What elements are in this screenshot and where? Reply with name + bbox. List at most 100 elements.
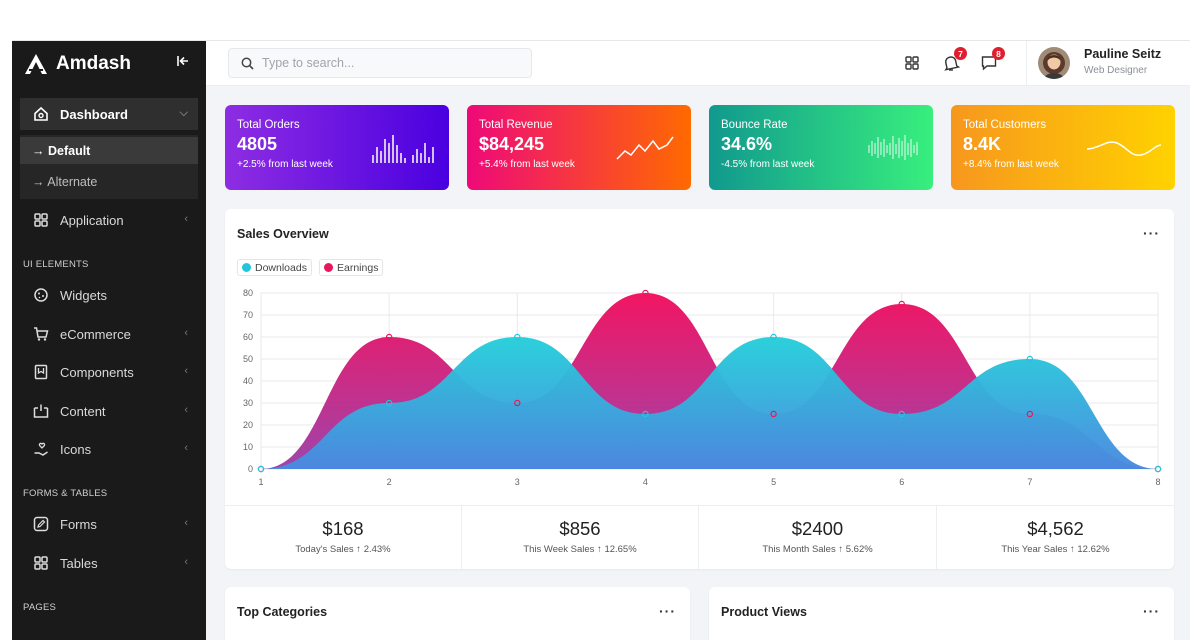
summary-today: $168 Today's Sales ↑ 2.43% — [225, 506, 462, 570]
inbox-icon — [32, 402, 50, 420]
summary-value: $4,562 — [1027, 518, 1084, 539]
search-box — [228, 48, 532, 78]
data-point-downloads[interactable] — [385, 399, 393, 407]
sidebar-item-label: Forms — [60, 516, 97, 532]
sidebar-item-tables[interactable]: Tables ‹ — [20, 547, 198, 579]
x-tick-label: 2 — [387, 477, 392, 487]
summary-value: $856 — [559, 518, 601, 539]
sidebar-item-label: Widgets — [60, 287, 107, 303]
stat-change: +8.4% from last week — [963, 159, 1059, 170]
sidebar-item-ecommerce[interactable]: eCommerce ‹ — [20, 318, 198, 350]
legend-label: Earnings — [337, 261, 379, 274]
summary-label: This Week Sales ↑ 12.65% — [523, 544, 637, 555]
stat-change: -4.5% from last week — [721, 159, 815, 170]
sidebar-item-application[interactable]: Application ‹ — [20, 204, 198, 236]
sidebar: Amdash Dashboard ⌵ → Default → Alternate… — [12, 41, 206, 640]
more-options-icon[interactable]: ··· — [1143, 225, 1160, 241]
data-point-earnings[interactable] — [1026, 410, 1034, 418]
more-options-icon[interactable]: ··· — [1143, 603, 1160, 619]
y-tick-label: 40 — [243, 376, 253, 386]
data-point-downloads[interactable] — [514, 333, 521, 341]
stat-value: 34.6% — [721, 134, 773, 154]
section-ui-elements: UI ELEMENTS — [23, 259, 89, 270]
data-point-downloads[interactable] — [257, 465, 265, 473]
x-tick-label: 5 — [771, 477, 776, 487]
summary-value: $2400 — [791, 518, 844, 539]
data-point-downloads[interactable] — [770, 333, 777, 341]
grid-icon — [32, 554, 50, 572]
stat-change: +5.4% from last week — [479, 159, 575, 170]
stat-card-total-revenue[interactable]: Total Revenue $84,245 +5.4% from last we… — [467, 105, 691, 190]
data-point-downloads[interactable] — [1026, 355, 1034, 363]
hand-heart-icon — [32, 440, 50, 458]
user-name[interactable]: Pauline Seitz — [1084, 47, 1162, 61]
collapse-left-icon[interactable] — [176, 54, 190, 71]
sidebar-item-dashboard[interactable]: Dashboard ⌵ — [20, 98, 198, 130]
data-point-earnings[interactable] — [385, 333, 393, 341]
data-point-downloads[interactable] — [898, 410, 905, 418]
legend-dot — [242, 263, 251, 272]
home-icon — [32, 105, 50, 123]
data-point-earnings[interactable] — [514, 399, 521, 407]
section-forms-tables: FORMS & TABLES — [23, 488, 108, 499]
sidebar-item-label: Tables — [60, 555, 98, 571]
notifications-bell-icon[interactable]: 7 — [941, 47, 967, 73]
brand[interactable]: Amdash — [24, 51, 131, 77]
sidebar-item-icons[interactable]: Icons ‹ — [20, 433, 198, 465]
x-tick-label: 8 — [1155, 477, 1160, 487]
y-tick-label: 50 — [243, 354, 253, 364]
sidebar-item-forms[interactable]: Forms ‹ — [20, 508, 198, 540]
sidebar-item-label: Application — [60, 212, 124, 228]
series-area-downloads — [261, 337, 1158, 469]
x-tick-label: 7 — [1027, 477, 1032, 487]
divider — [1026, 41, 1027, 86]
x-tick-label: 1 — [258, 477, 263, 487]
search-icon — [241, 57, 254, 70]
stat-change: +2.5% from last week — [237, 159, 333, 170]
avatar[interactable] — [1038, 47, 1070, 79]
stat-card-total-orders[interactable]: Total Orders 4805 +2.5% from last week — [225, 105, 449, 190]
data-point-earnings[interactable] — [898, 300, 905, 308]
sidebar-item-label: Components — [60, 364, 134, 380]
edit-icon — [32, 515, 50, 533]
summary-week: $856 This Week Sales ↑ 12.65% — [462, 506, 699, 570]
chevron-left-icon: ‹ — [184, 404, 188, 416]
y-tick-label: 10 — [243, 442, 253, 452]
y-tick-label: 20 — [243, 420, 253, 430]
sales-overview-card: Sales Overview ··· Downloads Earnings — [225, 209, 1174, 570]
sidebar-item-widgets[interactable]: Widgets — [20, 279, 198, 311]
x-tick-label: 3 — [515, 477, 520, 487]
data-point-earnings[interactable] — [642, 289, 649, 297]
data-point-downloads[interactable] — [1154, 465, 1162, 473]
sidebar-subitem-alternate[interactable]: → Alternate — [32, 174, 98, 189]
data-point-downloads[interactable] — [642, 410, 649, 418]
messages-chat-icon[interactable]: 8 — [979, 47, 1005, 73]
sidebar-item-label: eCommerce — [60, 326, 131, 342]
stat-card-total-customers[interactable]: Total Customers 8.4K +8.4% from last wee… — [951, 105, 1175, 190]
sidebar-item-components[interactable]: Components ‹ — [20, 356, 198, 388]
stat-label: Bounce Rate — [721, 119, 788, 131]
notifications-badge: 7 — [954, 47, 967, 60]
apps-grid-icon[interactable] — [902, 53, 922, 73]
chevron-left-icon: ‹ — [184, 517, 188, 529]
summary-label: Today's Sales ↑ 2.43% — [295, 544, 391, 555]
stat-value: $84,245 — [479, 134, 545, 154]
cart-icon — [32, 325, 50, 343]
data-point-earnings[interactable] — [770, 410, 777, 418]
legend-earnings[interactable]: Earnings — [319, 259, 384, 276]
sidebar-item-label: Content — [60, 403, 106, 419]
sidebar-subitem-default[interactable]: → Default — [20, 137, 198, 164]
more-options-icon[interactable]: ··· — [659, 603, 676, 619]
y-tick-label: 70 — [243, 310, 253, 320]
stat-card-bounce-rate[interactable]: Bounce Rate 34.6% -4.5% from last week — [709, 105, 933, 190]
legend-downloads[interactable]: Downloads — [237, 259, 312, 276]
user-role: Web Designer — [1084, 65, 1148, 76]
y-tick-label: 30 — [243, 398, 253, 408]
card-title: Top Categories — [237, 605, 328, 619]
sidebar-item-content[interactable]: Content ‹ — [20, 395, 198, 427]
messages-badge: 8 — [992, 47, 1005, 60]
product-views-card: Product Views ··· — [709, 587, 1174, 640]
chevron-left-icon: ‹ — [184, 327, 188, 339]
top-categories-card: Top Categories ··· — [225, 587, 690, 640]
search-input[interactable] — [262, 56, 512, 70]
